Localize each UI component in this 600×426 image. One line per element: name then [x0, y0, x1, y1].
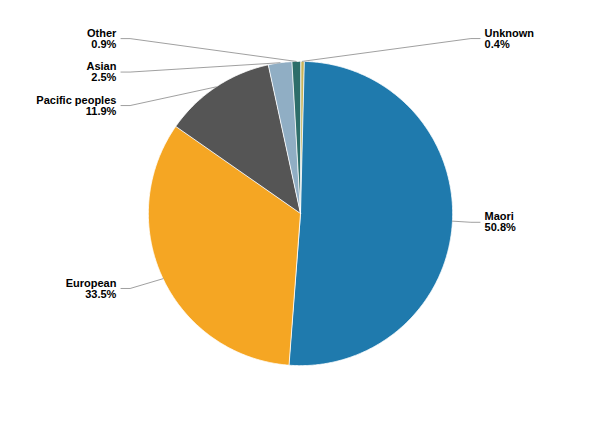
svg-text:Other0.9%: Other0.9% — [87, 27, 117, 50]
svg-text:Pacific peoples11.9%: Pacific peoples11.9% — [36, 94, 116, 117]
svg-text:Unknown0.4%: Unknown0.4% — [485, 27, 535, 50]
svg-text:Asian2.5%: Asian2.5% — [86, 60, 116, 83]
svg-text:Maori50.8%: Maori50.8% — [485, 210, 516, 233]
svg-text:European33.5%: European33.5% — [66, 277, 117, 300]
